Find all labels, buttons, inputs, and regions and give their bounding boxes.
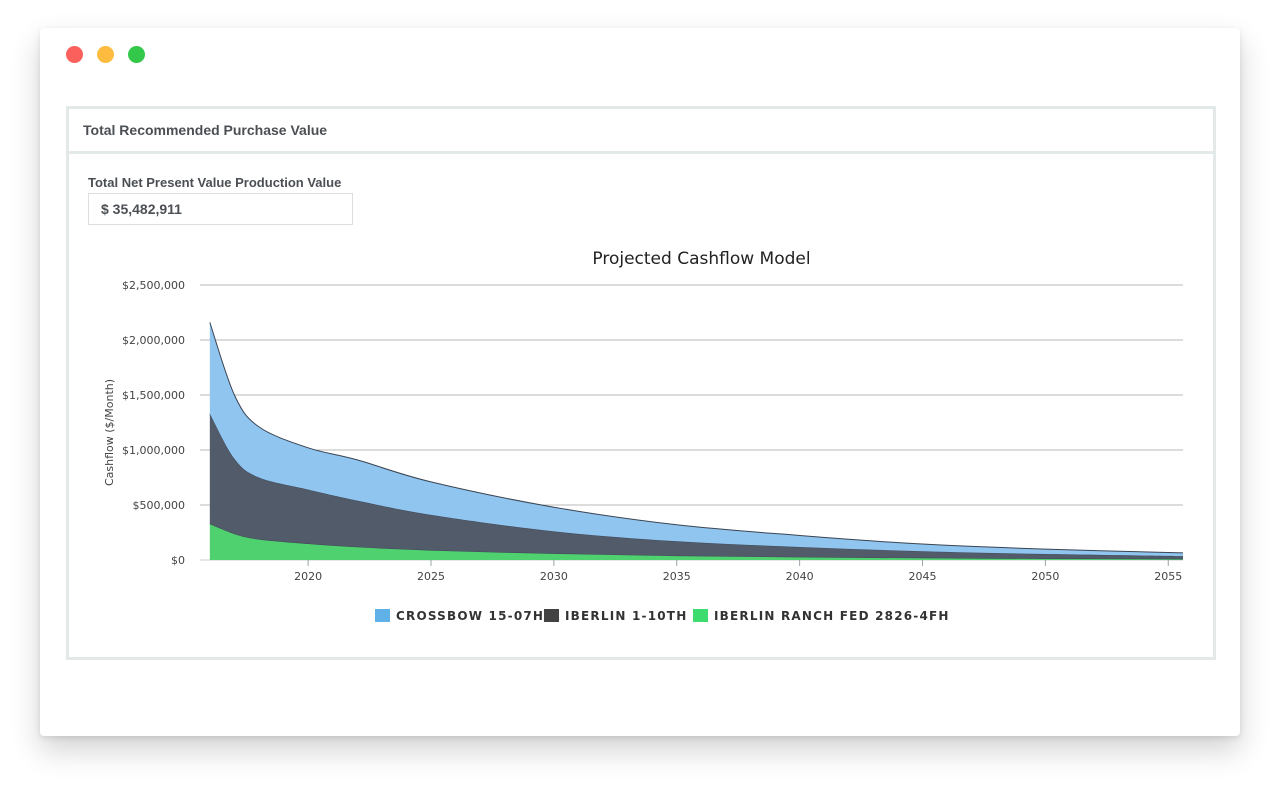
legend-item-label: IBERLIN 1-10TH: [565, 609, 687, 623]
x-tick-label: 2035: [663, 570, 691, 583]
x-tick-label: 2045: [909, 570, 937, 583]
x-tick-label: 2055: [1154, 570, 1182, 583]
minimize-window-button[interactable]: [97, 46, 114, 63]
y-tick-label: $2,000,000: [122, 334, 185, 347]
y-axis-label: Cashflow ($/Month): [103, 379, 116, 486]
x-tick-label: 2025: [417, 570, 445, 583]
legend-item-label: CROSSBOW 15-07H: [396, 609, 544, 623]
legend-swatch: [544, 609, 559, 622]
npv-value: $ 35,482,911: [101, 201, 182, 217]
panel-title: Total Recommended Purchase Value: [69, 109, 1213, 154]
y-tick-label: $2,500,000: [122, 279, 185, 292]
x-tick-label: 2030: [540, 570, 568, 583]
legend-item-label: IBERLIN RANCH FED 2826-4FH: [714, 609, 950, 623]
npv-label: Total Net Present Value Production Value: [88, 175, 342, 190]
npv-value-field: $ 35,482,911: [88, 193, 353, 225]
area-iberlin-1-10th: [209, 413, 1183, 559]
app-window: Total Recommended Purchase Value Total N…: [40, 28, 1240, 736]
cashflow-chart: Projected Cashflow Model $0 $500,000 $1,000…: [103, 249, 1184, 623]
y-tick-label: $1,000,000: [122, 444, 185, 457]
x-tick-label: 2040: [786, 570, 814, 583]
x-tick-label: 2050: [1031, 570, 1059, 583]
area-crossbow-15-07h: [209, 322, 1183, 557]
legend-swatch: [693, 609, 708, 622]
legend-swatch: [375, 609, 390, 622]
y-tick-label: $1,500,000: [122, 389, 185, 402]
purchase-value-panel: Total Recommended Purchase Value Total N…: [66, 106, 1216, 660]
maximize-window-button[interactable]: [128, 46, 145, 63]
chart-title: Projected Cashflow Model: [592, 249, 810, 269]
y-tick-label: $0: [171, 554, 185, 567]
y-tick-label: $500,000: [133, 499, 186, 512]
x-tick-label: 2020: [294, 570, 322, 583]
close-window-button[interactable]: [66, 46, 83, 63]
area-crossbow-15-07h-line: [209, 322, 1184, 554]
